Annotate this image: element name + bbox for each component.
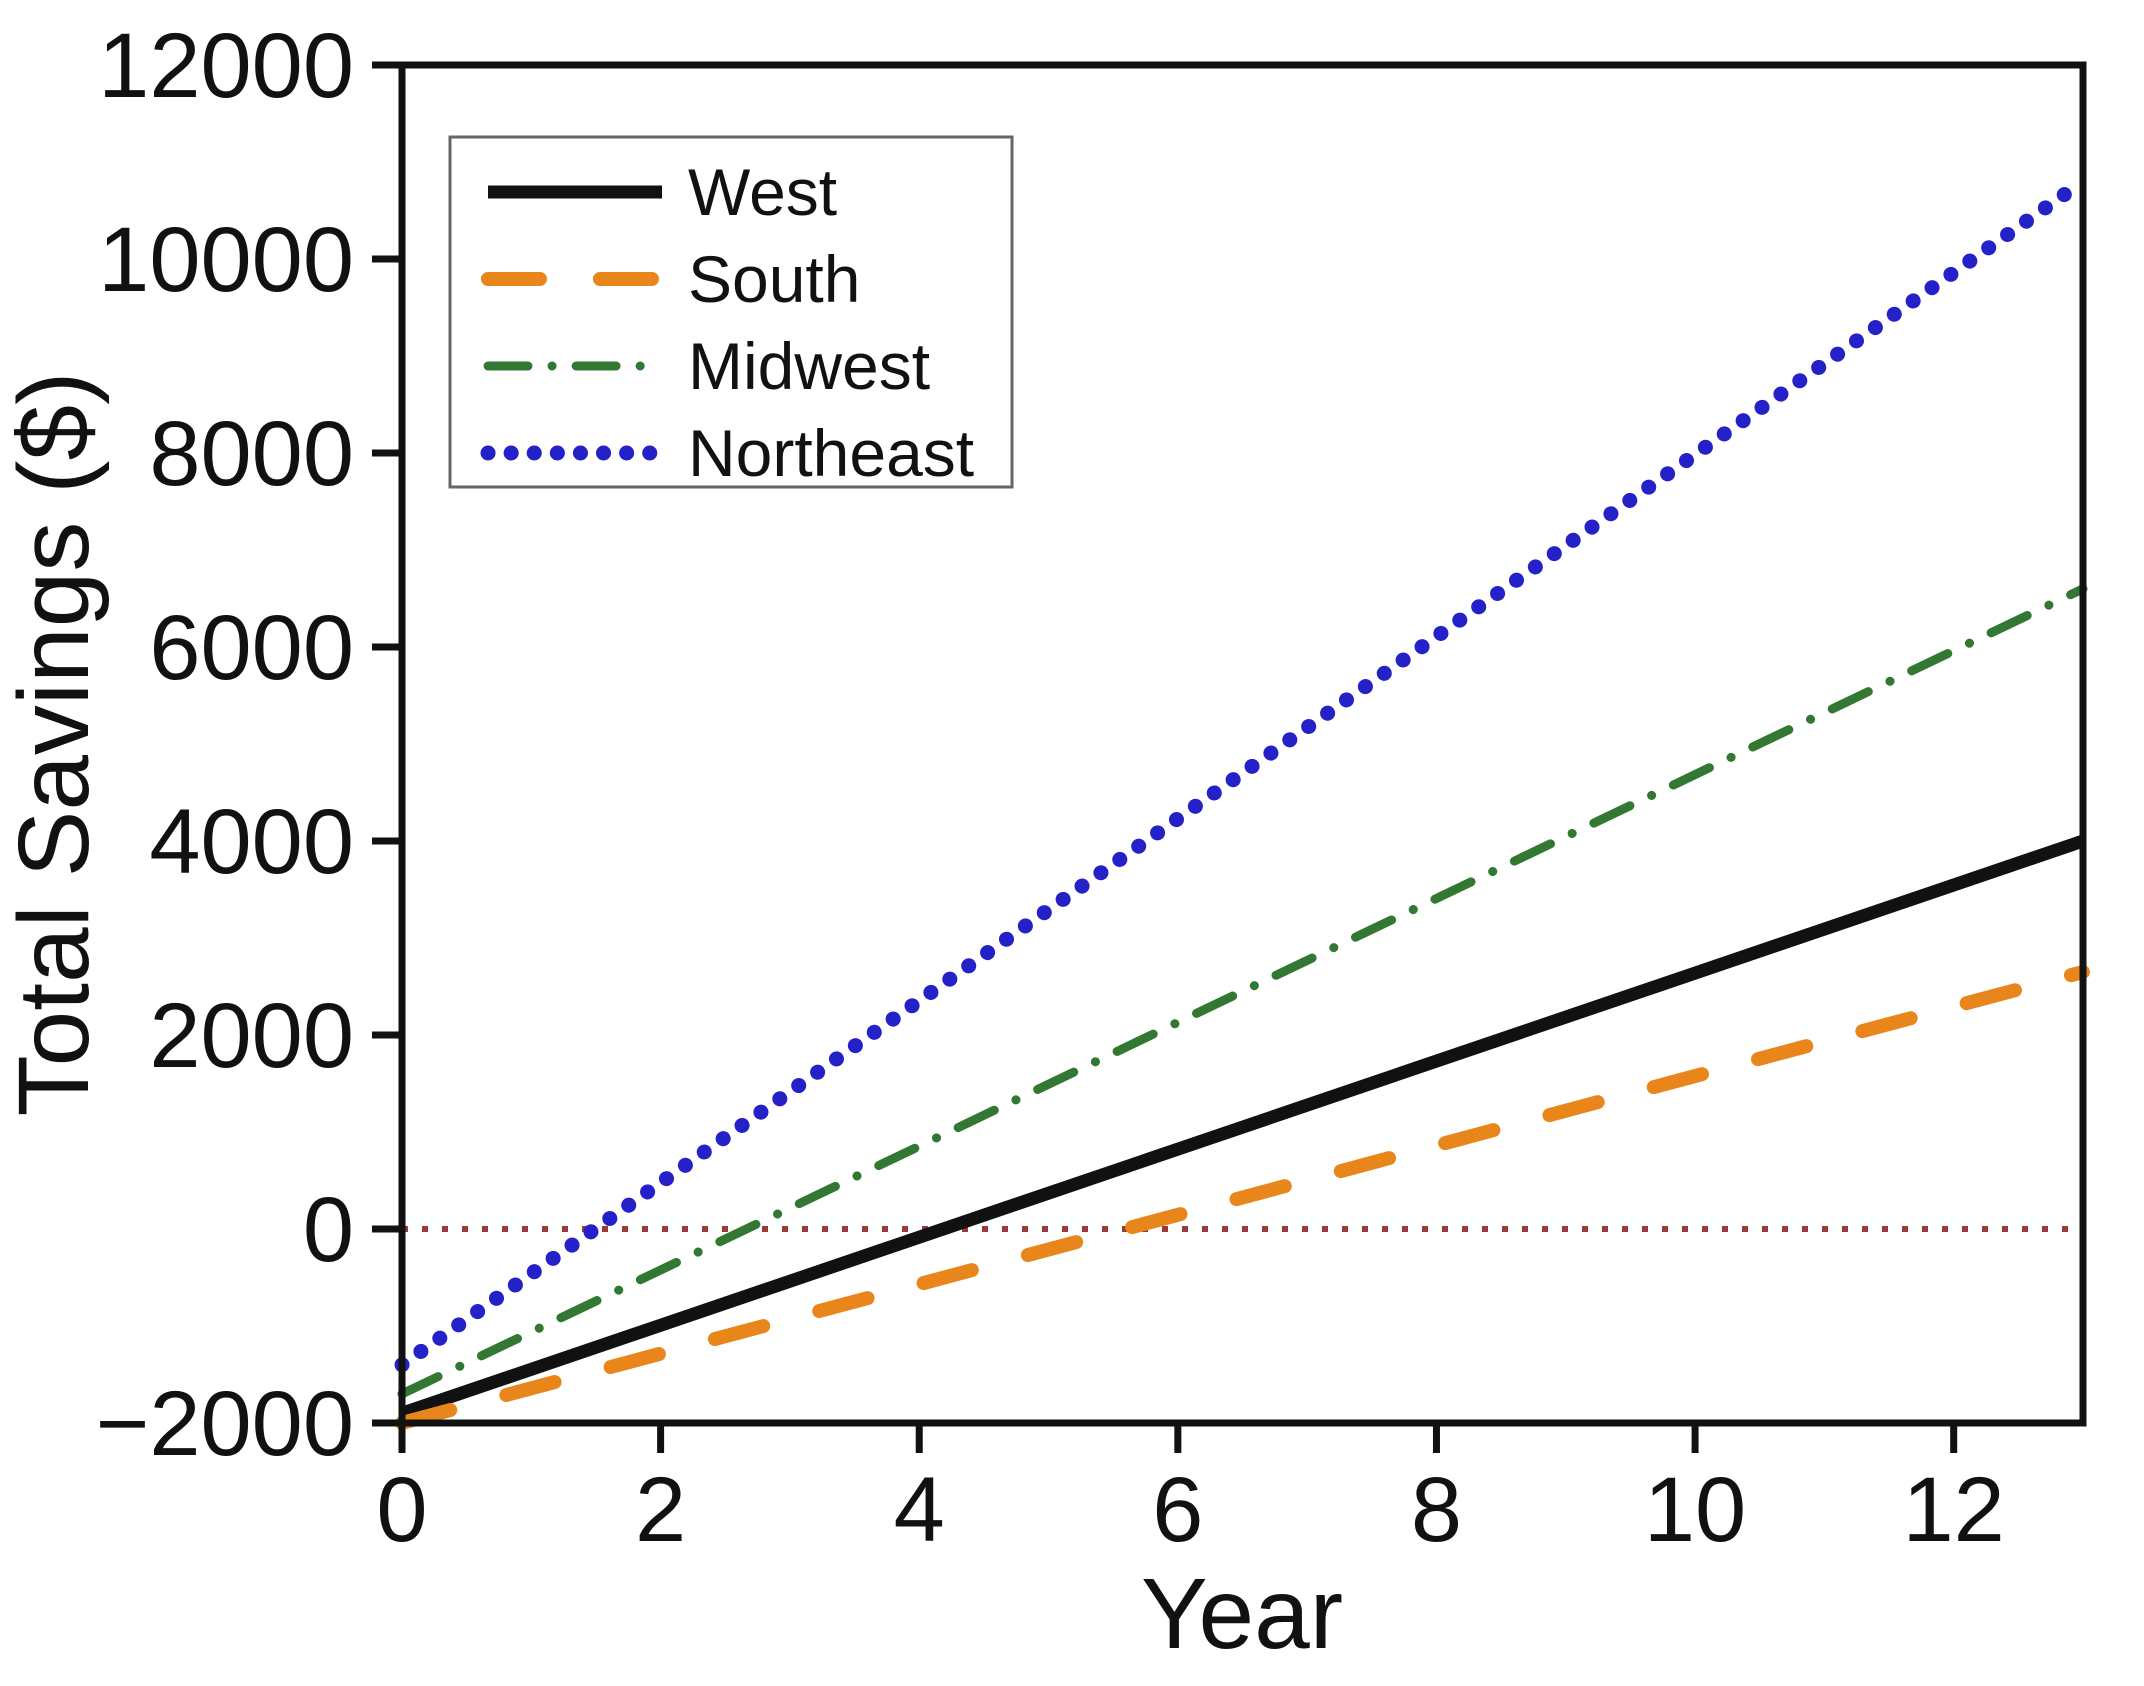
x-tick-label-0: 0 bbox=[376, 1459, 427, 1561]
y-tick-label-6000: 6000 bbox=[149, 597, 354, 699]
y-tick-label-10000: 10000 bbox=[98, 209, 354, 311]
x-tick-label-6: 6 bbox=[1152, 1459, 1203, 1561]
y-tick-label-4000: 4000 bbox=[149, 791, 354, 893]
legend-label-midwest: Midwest bbox=[688, 329, 930, 403]
legend: West South Midwest Northeast bbox=[448, 135, 1014, 490]
series-line-south bbox=[395, 964, 2090, 1430]
legend-label-south: South bbox=[688, 242, 860, 316]
y-tick-label-2000: 2000 bbox=[149, 985, 354, 1087]
x-tick-label-8: 8 bbox=[1411, 1459, 1462, 1561]
legend-item-west: West bbox=[488, 155, 837, 229]
legend-item-midwest: Midwest bbox=[483, 329, 930, 403]
y-tick-label-0: 0 bbox=[303, 1179, 354, 1281]
legend-label-northeast: Northeast bbox=[688, 416, 974, 490]
x-tick-label-12: 12 bbox=[1903, 1459, 2005, 1561]
series-line-midwest bbox=[397, 584, 2088, 1399]
y-tick-label--2000: −2000 bbox=[96, 1373, 354, 1475]
y-tick-label-8000: 8000 bbox=[149, 403, 354, 505]
y-axis-title: Total Savings ($) bbox=[0, 372, 110, 1117]
plot-area-border bbox=[398, 61, 2087, 1427]
legend-item-northeast: Northeast bbox=[480, 416, 974, 490]
x-tick-label-10: 10 bbox=[1644, 1459, 1746, 1561]
x-tick-label-2: 2 bbox=[635, 1459, 686, 1561]
y-tick-label-12000: 12000 bbox=[98, 15, 354, 117]
plot-layer: 0 2 4 6 8 10 12−200002000400060008000100001200… bbox=[96, 15, 2091, 1561]
x-tick-label-4: 4 bbox=[894, 1459, 945, 1561]
series-line-west bbox=[399, 834, 2086, 1420]
legend-item-south: South bbox=[481, 242, 860, 316]
x-axis-title: Year bbox=[1141, 1558, 1343, 1670]
series-line-northeast bbox=[394, 173, 2091, 1373]
legend-label-west: West bbox=[688, 155, 837, 229]
